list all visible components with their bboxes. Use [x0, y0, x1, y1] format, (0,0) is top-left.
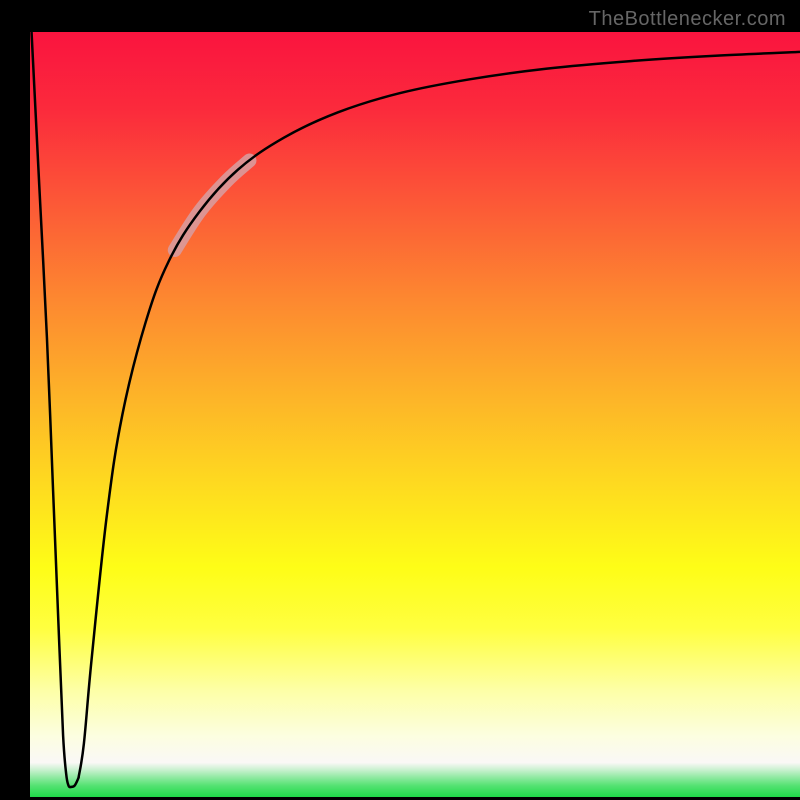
watermark-text: TheBottlenecker.com	[589, 8, 786, 31]
curve-highlight-segment	[175, 161, 250, 251]
curve-right-rise	[79, 52, 800, 778]
curve-left-drop	[32, 32, 71, 787]
chart-plot-area	[30, 32, 800, 797]
curve-minimum	[71, 778, 79, 787]
chart-svg-layer	[30, 32, 800, 797]
